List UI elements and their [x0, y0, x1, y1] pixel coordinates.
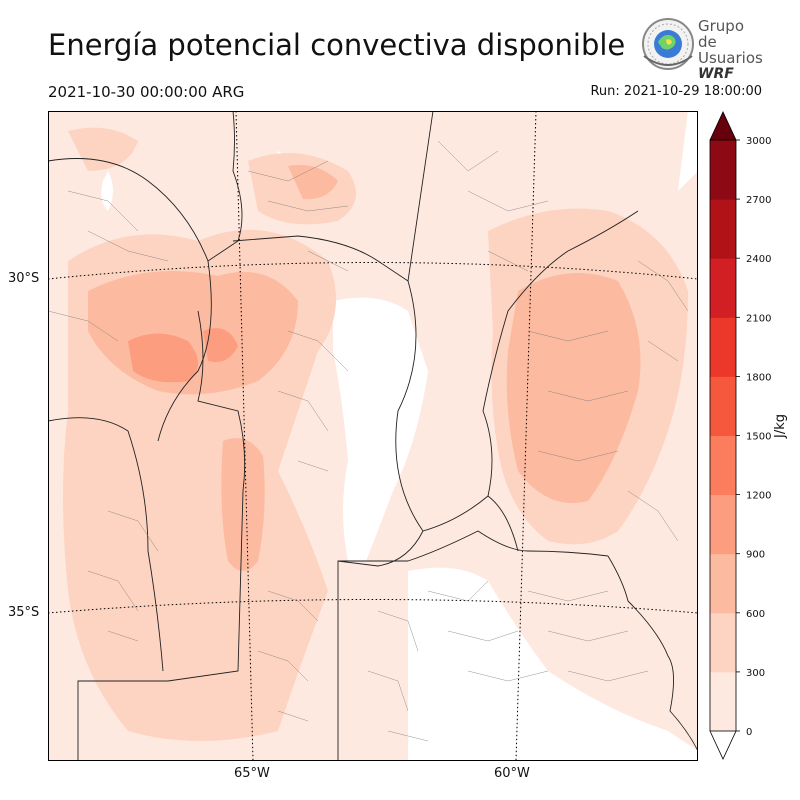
- wrf-group-logo: Grupo de Usuarios WRF: [640, 16, 765, 82]
- logo-line-1: Grupo de: [698, 17, 744, 51]
- colorbar-band: [710, 140, 736, 200]
- colorbar-tick-label: 1800: [746, 372, 771, 383]
- colorbar-tick-label: 600: [746, 609, 765, 620]
- logo-line-2: Usuarios: [698, 49, 763, 67]
- valid-time-label: 2021-10-30 00:00:00 ARG: [48, 83, 245, 101]
- colorbar-unit-label: J/kg: [773, 414, 788, 438]
- colorbar-tick-label: 1200: [746, 491, 771, 502]
- colorbar-tick-label: 2700: [746, 195, 771, 206]
- department-boundaries: [48, 140, 689, 742]
- colorbar-tick-label: 1500: [746, 432, 771, 443]
- colorbar-band: [710, 494, 736, 555]
- colorbar-tick-label: 0: [746, 727, 752, 738]
- lon-label-65w: 65°W: [234, 766, 270, 781]
- page-title: Energía potencial convectiva disponible: [48, 28, 626, 62]
- colorbar-extend-max: [709, 111, 737, 141]
- logo-line-3: WRF: [698, 66, 734, 82]
- cape-field-900-1200: [128, 328, 238, 383]
- colorbar-bands: [709, 111, 737, 760]
- lon-label-60w: 60°W: [494, 766, 530, 781]
- lat-label-35s: 35°S: [8, 605, 40, 620]
- lat-label-30s: 30°S: [8, 271, 40, 286]
- colorbar-tick-label: 2400: [746, 254, 771, 265]
- colorbar-band: [710, 317, 736, 377]
- colorbar-tick-label: 300: [746, 668, 765, 679]
- colorbar-tick-label: 900: [746, 550, 765, 561]
- colorbar-band: [710, 199, 736, 259]
- colorbar-tick-label: 3000: [746, 136, 771, 147]
- colorbar-ticks: 0 300 600 900 1200 1500 1800 2100 2400 2700 3000: [736, 136, 771, 738]
- colorbar-band: [710, 553, 736, 614]
- run-time-label: Run: 2021-10-29 18:00:00: [590, 84, 762, 99]
- cape-field-600-900: [88, 165, 641, 571]
- colorbar-tick-label: 2100: [746, 313, 771, 324]
- province-boundaries: [48, 111, 639, 761]
- map-frame: [48, 111, 698, 761]
- colorbar-band: [710, 258, 736, 318]
- colorbar-extend-min: [709, 730, 737, 760]
- graticule: [48, 111, 698, 761]
- globe-seal-icon: [642, 18, 694, 70]
- colorbar: 0 300 600 900 1200 1500 1800 2100 2400 2700 3000: [709, 111, 771, 760]
- colorbar-band: [710, 671, 736, 732]
- cape-map[interactable]: [48, 111, 698, 761]
- colorbar-band: [710, 435, 736, 496]
- coastline: [607, 555, 698, 752]
- colorbar-band: [710, 376, 736, 436]
- colorbar-band: [710, 612, 736, 673]
